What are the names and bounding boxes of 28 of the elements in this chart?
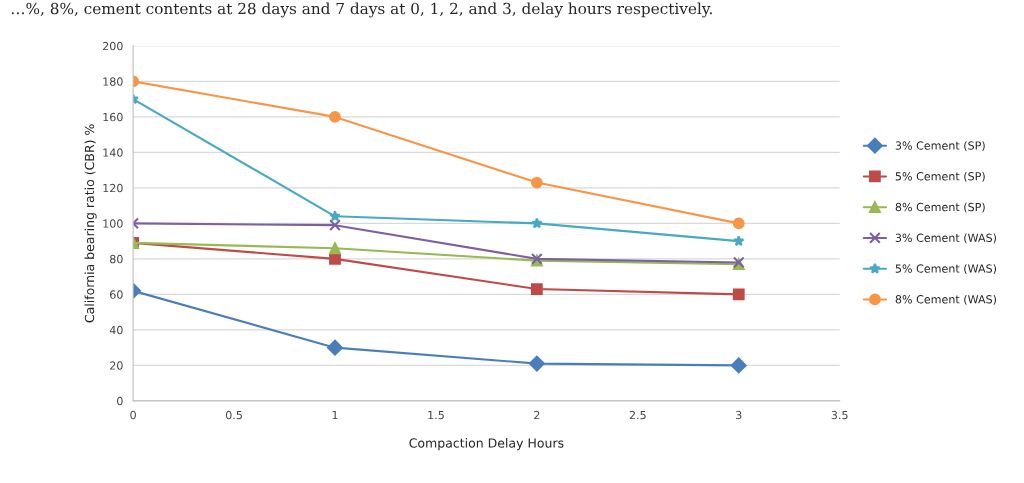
legend-label: 8% Cement (SP): [895, 202, 985, 213]
y-tick-label: 120: [103, 183, 123, 193]
y-axis-title: California bearing ratio (CBR) %: [84, 124, 97, 323]
legend-label: 3% Cement (WAS): [895, 233, 997, 244]
x-tick-label: 2: [534, 410, 540, 420]
x-tick-label: 0.5: [225, 410, 242, 420]
legend-label: 3% Cement (SP): [895, 141, 985, 152]
legend-label: 5% Cement (WAS): [895, 264, 997, 275]
x-tick-label: 1: [332, 410, 338, 420]
y-tick-label: 140: [103, 148, 123, 157]
x-tick-label: 0: [130, 410, 136, 420]
y-tick-label: 0: [117, 396, 123, 406]
x-tick-label: 1.5: [428, 410, 444, 420]
x-tick-label: 3.5: [831, 410, 848, 420]
y-tick-label: 80: [110, 254, 123, 264]
x-tick-label: 2.5: [629, 410, 646, 420]
x-tick-label: 3: [736, 410, 742, 420]
y-tick-label: 160: [103, 112, 123, 122]
y-tick-label: 180: [103, 77, 123, 86]
legend-label: 5% Cement (SP): [895, 171, 985, 182]
y-tick-label: 200: [103, 41, 123, 51]
y-tick-label: 20: [110, 361, 123, 370]
text: …%, 8%, cement contents at 28 days and 7 days at 0, 1, 2, and 3, delay hours respectively.: [11, 2, 712, 18]
x-axis-title: Compaction Delay Hours: [409, 438, 564, 451]
legend-label: 8% Cement (WAS): [895, 294, 997, 305]
y-tick-label: 60: [110, 290, 123, 299]
y-tick-label: 40: [109, 325, 123, 335]
y-tick-label: 100: [103, 219, 123, 228]
